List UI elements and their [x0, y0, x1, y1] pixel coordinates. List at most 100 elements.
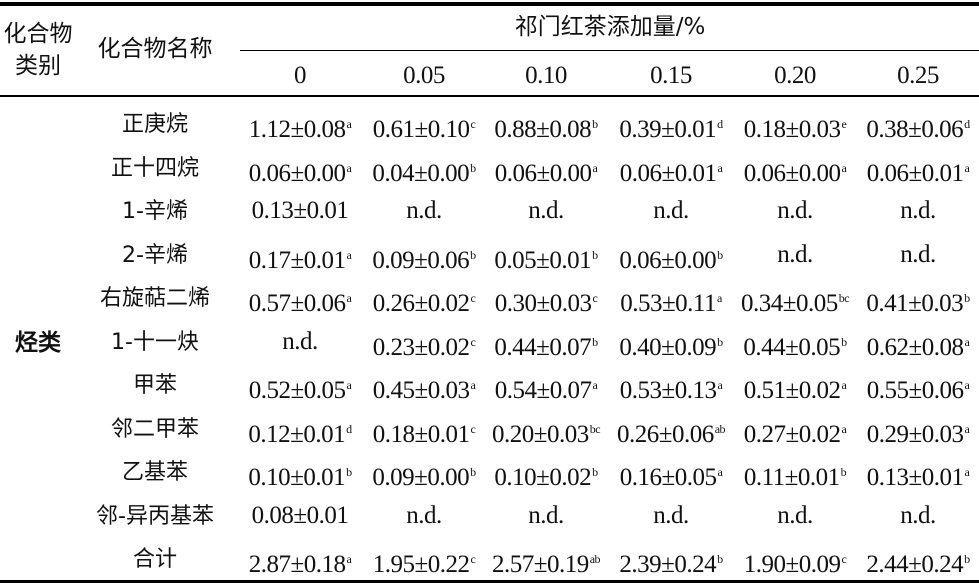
value-cell: 0.17±0.01a [249, 241, 352, 275]
value-text: 0.53±0.11 [620, 290, 716, 317]
value-cell: n.d. [406, 197, 442, 225]
value-cell: 0.08±0.01 [252, 502, 349, 530]
significance-letter: a [592, 160, 598, 175]
value-cell: n.d. [406, 502, 442, 530]
header-dose-3: 0.15 [650, 62, 692, 89]
value-cell: 0.52±0.05a [249, 371, 352, 405]
header-dose-group: 祁门红茶添加量/% [514, 14, 706, 40]
value-text: 0.13±0.01 [251, 197, 349, 224]
value-text: 0.06±0.00 [248, 159, 346, 187]
value-cell: 0.62±0.08a [867, 328, 970, 362]
value-cell: 2.39±0.24b [619, 545, 723, 579]
value-text: 0.09±0.00 [372, 464, 470, 491]
significance-letter: a [717, 378, 723, 392]
value-cell: 0.55±0.06a [867, 371, 970, 405]
header-dose-2: 0.10 [525, 62, 567, 89]
value-cell: 0.88±0.08b [494, 110, 598, 144]
value-text: 0.10±0.02 [494, 464, 592, 491]
value-cell: 0.44±0.07b [494, 328, 598, 362]
significance-letter: b [470, 465, 476, 479]
value-cell: n.d. [777, 241, 813, 269]
significance-letter: c [470, 117, 476, 131]
significance-letter: a [964, 421, 970, 436]
table-bottom-rule [0, 580, 979, 583]
value-cell: 0.16±0.05a [620, 458, 723, 492]
significance-letter: e [841, 117, 847, 131]
value-text: n.d. [282, 327, 318, 355]
compound-name: 1-十一炔 [111, 329, 199, 355]
value-text: 0.44±0.05 [743, 333, 841, 361]
value-cell: 0.12±0.01d [248, 415, 352, 449]
value-cell: 2.44±0.24b [866, 545, 970, 579]
significance-letter: b [841, 334, 847, 349]
value-text: 0.11±0.01 [743, 464, 840, 491]
value-cell: n.d. [900, 241, 936, 269]
value-cell: 0.06±0.00b [619, 241, 723, 275]
value-cell: 0.13±0.01 [252, 197, 349, 225]
value-cell: 1.95±0.22c [373, 545, 476, 579]
header-compound-name: 化合物名称 [97, 36, 213, 62]
value-cell: 0.06±0.01a [867, 154, 970, 188]
value-cell: n.d. [777, 502, 813, 530]
significance-letter: a [470, 378, 476, 392]
value-cell: 0.06±0.00a [249, 154, 352, 188]
value-text: 0.09±0.06 [372, 246, 470, 274]
table-top-rule [0, 2, 979, 6]
value-text: 0.06±0.00 [743, 159, 841, 187]
value-cell: 2.87±0.18a [249, 545, 352, 579]
significance-letter: c [470, 421, 476, 436]
value-text: n.d. [528, 197, 564, 224]
significance-letter: d [964, 117, 970, 131]
value-text: 0.17±0.01 [248, 246, 346, 274]
value-text: 0.30±0.03 [494, 290, 592, 317]
value-cell: 0.10±0.02b [494, 458, 598, 492]
value-cell: 0.09±0.00b [372, 458, 476, 492]
significance-letter: ab [589, 552, 601, 566]
value-text: n.d. [900, 240, 936, 268]
value-text: 0.26±0.02 [372, 290, 470, 317]
significance-letter: b [592, 465, 598, 479]
value-text: n.d. [653, 501, 689, 529]
value-cell: 0.41±0.03b [866, 284, 970, 318]
value-text: 0.62±0.08 [866, 333, 964, 361]
value-text: 0.54±0.07 [494, 377, 592, 404]
value-text: 0.45±0.03 [372, 377, 470, 404]
value-cell: 0.57±0.06a [249, 284, 352, 318]
header-bottom-rule [0, 95, 979, 97]
value-text: 0.06±0.00 [619, 246, 717, 274]
value-cell: 0.29±0.03a [867, 415, 970, 449]
value-cell: 0.20±0.03bc [492, 415, 601, 449]
value-cell: 0.23±0.02c [373, 328, 476, 362]
header-dose-1: 0.05 [403, 62, 445, 89]
value-cell: 2.57±0.19ab [491, 545, 601, 579]
compound-name: 甲苯 [132, 373, 178, 398]
significance-letter: a [346, 378, 352, 392]
significance-letter: a [964, 160, 970, 175]
value-cell: 0.18±0.03e [744, 110, 847, 144]
value-cell: 0.06±0.01a [620, 154, 723, 188]
value-text: 0.05±0.01 [494, 246, 592, 274]
value-text: 0.12±0.01 [248, 420, 346, 448]
significance-letter: b [592, 334, 598, 349]
compound-name: 正庚烷 [121, 112, 189, 137]
significance-letter: bc [838, 291, 850, 305]
header-category-line2: 类别 [15, 53, 61, 79]
significance-letter: a [346, 247, 352, 262]
value-cell: n.d. [653, 502, 689, 530]
significance-letter: a [964, 378, 970, 392]
value-text: 2.57±0.19 [491, 551, 589, 578]
value-cell: n.d. [653, 197, 689, 225]
significance-letter: a [841, 160, 847, 175]
value-text: 0.88±0.08 [494, 116, 592, 143]
value-cell: 0.04±0.00b [372, 154, 476, 188]
significance-letter: c [592, 291, 598, 305]
significance-letter: ab [714, 421, 726, 436]
value-cell: 0.44±0.05b [743, 328, 847, 362]
value-text: 1.12±0.08 [248, 116, 346, 143]
value-cell: 0.38±0.06d [866, 110, 970, 144]
value-text: 0.08±0.01 [251, 501, 349, 529]
compound-name: 正十四烷 [110, 155, 200, 181]
significance-letter: a [964, 465, 970, 479]
significance-letter: a [964, 334, 970, 349]
value-text: 0.51±0.02 [743, 377, 841, 404]
